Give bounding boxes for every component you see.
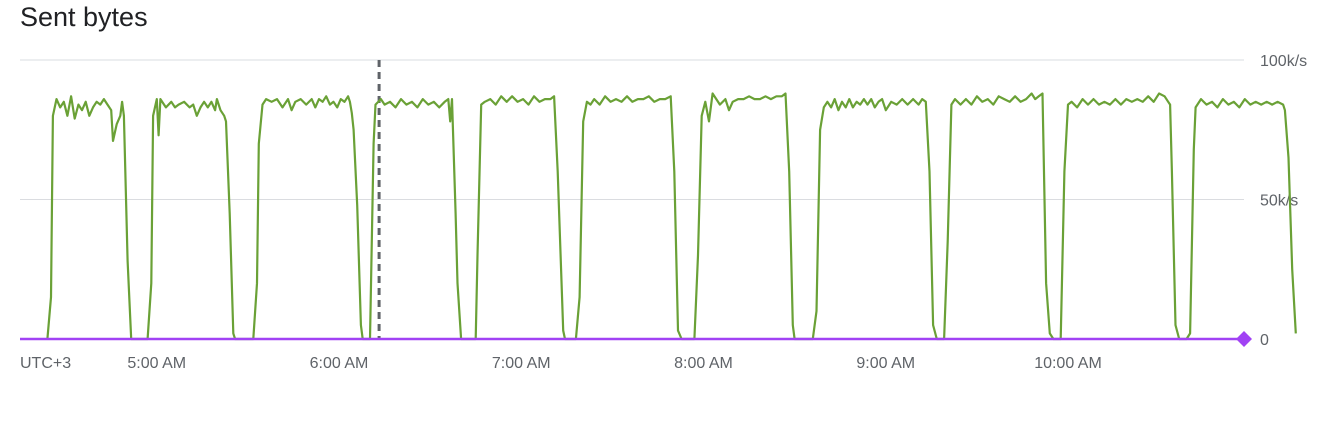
y-tick-label: 50k/s [1260,193,1298,210]
x-tick-label: 7:00 AM [492,355,551,372]
y-tick-label: 100k/s [1260,53,1307,70]
grid-lines [20,59,1244,200]
chart-title: Sent bytes [20,2,148,32]
baseline-end-marker[interactable] [1236,331,1252,347]
timezone-label: UTC+3 [20,355,71,372]
x-tick-label: 8:00 AM [674,355,733,372]
x-tick-label: 9:00 AM [856,355,915,372]
x-tick-label: 10:00 AM [1034,355,1102,372]
x-tick-label: 5:00 AM [127,355,186,372]
series-layer [46,92,1297,341]
baseline-layer [20,331,1252,347]
x-axis-ticks: UTC+3 5:00 AM 6:00 AM 7:00 AM 8:00 AM 9:00 AM… [20,355,1102,372]
x-tick-label: 6:00 AM [310,355,369,372]
y-tick-label: 0 [1260,332,1269,349]
y-axis-ticks: 100k/s 50k/s 0 [1260,53,1307,349]
series-line-sent-bytes[interactable] [46,92,1297,341]
